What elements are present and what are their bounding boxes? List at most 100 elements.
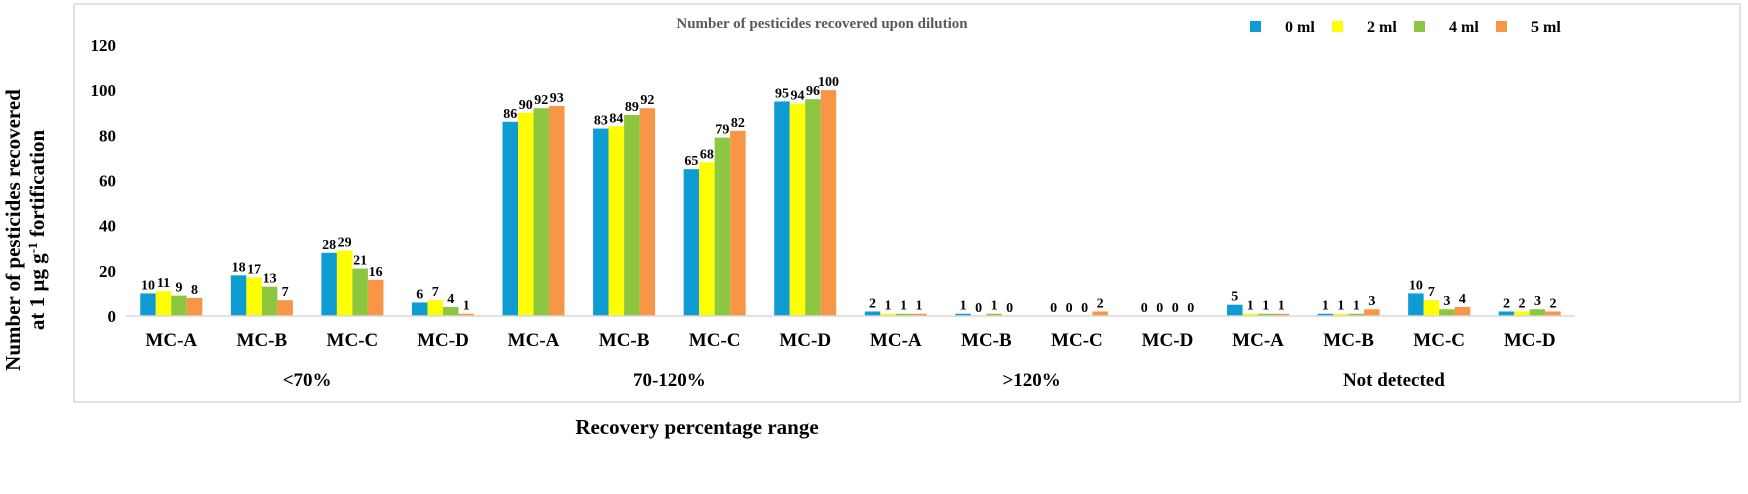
category-label: MC-D bbox=[779, 330, 831, 351]
y-tick-label: 60 bbox=[99, 172, 116, 191]
bar-value-label: 0 bbox=[1081, 301, 1088, 316]
bar bbox=[140, 293, 156, 316]
bar-value-label: 92 bbox=[640, 93, 654, 108]
bar-value-label: 7 bbox=[1428, 285, 1435, 300]
bar-value-label: 92 bbox=[534, 93, 548, 108]
bar bbox=[171, 295, 187, 316]
bar bbox=[639, 108, 656, 316]
bar-value-label: 18 bbox=[232, 260, 246, 275]
bar-value-label: 0 bbox=[1066, 301, 1073, 316]
bar-value-label: 3 bbox=[1368, 294, 1375, 309]
bar-value-label: 2 bbox=[1518, 296, 1525, 311]
bar-value-label: 0 bbox=[1006, 301, 1013, 316]
bar bbox=[246, 277, 262, 316]
bar bbox=[186, 297, 203, 316]
bar-value-label: 17 bbox=[247, 263, 261, 278]
y-tick-label: 0 bbox=[108, 307, 117, 326]
bar-value-label: 2 bbox=[1503, 296, 1510, 311]
bar-value-label: 1 bbox=[916, 299, 923, 314]
y-axis-title-suffix: fortification bbox=[25, 130, 49, 243]
bar bbox=[820, 90, 837, 317]
y-tick-label: 120 bbox=[91, 36, 117, 55]
bar bbox=[352, 268, 368, 316]
category-label: MC-A bbox=[870, 330, 922, 351]
legend-label: 0 ml bbox=[1285, 19, 1315, 36]
bar-value-label: 95 bbox=[775, 86, 789, 101]
y-tick-label: 20 bbox=[99, 262, 116, 281]
bar-value-label: 83 bbox=[594, 114, 608, 129]
category-label: MC-D bbox=[1504, 330, 1556, 351]
bar bbox=[730, 130, 746, 316]
bar bbox=[155, 291, 172, 316]
bar-value-label: 1 bbox=[900, 299, 907, 314]
bar bbox=[1408, 293, 1424, 316]
bar bbox=[1364, 309, 1380, 316]
y-tick-label: 40 bbox=[99, 217, 116, 236]
y-axis-title-superscript: -1 bbox=[25, 242, 40, 253]
bar-value-label: 2 bbox=[869, 296, 876, 311]
bar-value-label: 0 bbox=[1156, 301, 1163, 316]
bar bbox=[442, 306, 459, 316]
category-label: MC-A bbox=[508, 330, 560, 351]
bar-value-label: 11 bbox=[157, 276, 170, 291]
bar bbox=[1454, 306, 1471, 316]
bar bbox=[1529, 309, 1546, 316]
group-label: Not detected bbox=[1343, 370, 1445, 391]
bar bbox=[1514, 311, 1530, 316]
y-tick-label: 100 bbox=[91, 81, 117, 100]
bar bbox=[1423, 300, 1440, 316]
bar bbox=[1439, 309, 1455, 316]
bar bbox=[502, 121, 519, 317]
bar-value-label: 3 bbox=[1443, 294, 1450, 309]
bar bbox=[789, 103, 806, 316]
bar bbox=[411, 302, 428, 316]
bar bbox=[336, 250, 353, 316]
bar-value-label: 65 bbox=[684, 154, 698, 169]
bar-value-label: 10 bbox=[1409, 278, 1423, 293]
legend-swatch bbox=[1414, 21, 1425, 32]
bar bbox=[895, 313, 912, 316]
legend: 0 ml 2 ml 4 ml 5 ml bbox=[1250, 19, 1561, 36]
bar-value-label: 1 bbox=[960, 299, 967, 314]
bar bbox=[1258, 313, 1274, 316]
bar-value-label: 10 bbox=[141, 278, 155, 293]
bar-value-label: 0 bbox=[1141, 301, 1148, 316]
bar bbox=[1348, 313, 1365, 316]
legend-swatch bbox=[1332, 21, 1343, 32]
category-labels: MC-A MC-B MC-C MC-D MC-A MC-B MC-C MC-D MC-A MC-B… bbox=[145, 330, 1555, 351]
bar-value-label: 79 bbox=[715, 123, 729, 138]
bar-value-label: 89 bbox=[625, 100, 639, 115]
bar-value-label: 84 bbox=[609, 111, 623, 126]
group-label: >120% bbox=[1002, 370, 1060, 391]
bar-value-label: 4 bbox=[447, 292, 454, 307]
y-axis-title-line2: at 1 µg g-1 fortification bbox=[25, 130, 50, 331]
bar-value-label: 68 bbox=[700, 147, 714, 162]
category-label: MC-C bbox=[689, 330, 741, 351]
bar bbox=[864, 311, 881, 316]
bar-value-label: 90 bbox=[519, 98, 533, 113]
bar-value-label: 0 bbox=[1172, 301, 1179, 316]
bar-value-label: 7 bbox=[282, 285, 289, 300]
bar-value-label: 86 bbox=[503, 107, 517, 122]
y-axis-title: Number of pesticides recovered at 1 µg g… bbox=[1, 89, 49, 371]
y-axis-title-line1: Number of pesticides recovered bbox=[1, 89, 25, 371]
bar-value-label: 1 bbox=[1337, 299, 1344, 314]
bar-value-label: 28 bbox=[322, 238, 336, 253]
category-label: MC-C bbox=[1051, 330, 1103, 351]
bar-value-label: 21 bbox=[353, 254, 367, 269]
bar bbox=[458, 313, 474, 316]
bar-value-label: 16 bbox=[369, 265, 383, 280]
bar bbox=[261, 286, 278, 316]
bar bbox=[805, 99, 821, 316]
bar-value-label: 13 bbox=[263, 272, 277, 287]
bar-value-label: 1 bbox=[991, 299, 998, 314]
category-label: MC-D bbox=[417, 330, 469, 351]
bar bbox=[986, 313, 1002, 316]
bar-value-label: 1 bbox=[1247, 299, 1254, 314]
bar bbox=[593, 128, 609, 316]
bar-value-label: 0 bbox=[1187, 301, 1194, 316]
category-label: MC-B bbox=[237, 330, 288, 351]
bar bbox=[1227, 304, 1243, 316]
legend-swatch bbox=[1496, 21, 1507, 32]
